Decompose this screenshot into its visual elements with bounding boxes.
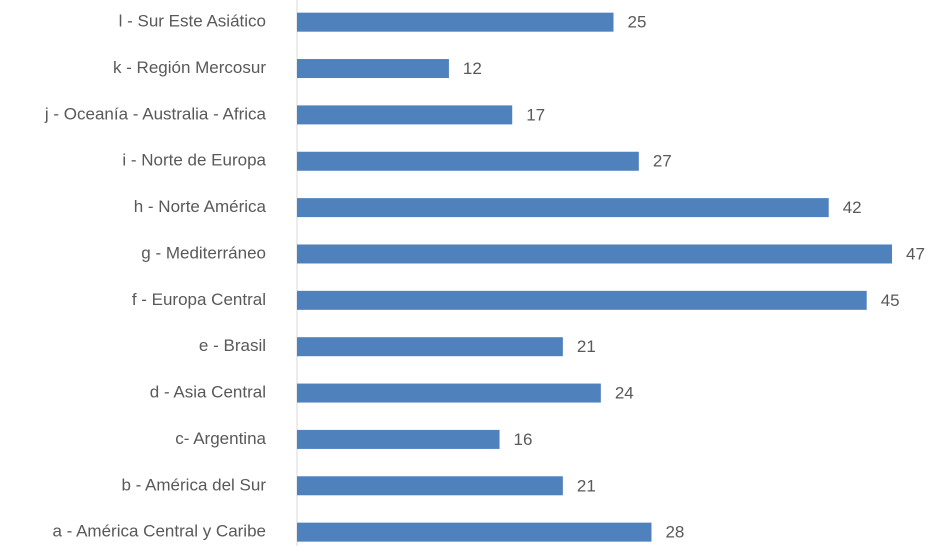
data-label: 21	[577, 476, 596, 495]
y-tick-label: b - América del Sur	[121, 475, 266, 494]
data-label: 17	[526, 105, 545, 124]
data-label: 12	[463, 59, 482, 78]
y-tick-label: d - Asia Central	[150, 383, 266, 402]
bar	[297, 198, 829, 218]
bar	[297, 244, 893, 264]
bar	[297, 59, 449, 79]
data-label: 45	[881, 291, 900, 310]
data-label: 24	[615, 384, 634, 403]
bar	[297, 383, 601, 403]
y-tick-label: e - Brasil	[199, 336, 266, 355]
bar	[297, 476, 563, 496]
y-tick-label: k - Región Mercosur	[113, 58, 266, 77]
bar	[297, 12, 614, 32]
y-tick-label: h - Norte América	[134, 197, 267, 216]
bar	[297, 429, 500, 449]
y-tick-label: f - Europa Central	[132, 290, 266, 309]
data-label: 42	[843, 198, 862, 217]
y-tick-label: i - Norte de Europa	[122, 151, 266, 170]
bar	[297, 290, 867, 310]
data-label: 28	[665, 523, 684, 542]
data-label: 47	[906, 244, 925, 263]
data-label: 16	[514, 430, 533, 449]
y-tick-label: a - América Central y Caribe	[52, 522, 266, 541]
y-tick-label: l - Sur Este Asiático	[119, 12, 266, 31]
bar	[297, 105, 513, 125]
data-label: 25	[628, 13, 647, 32]
y-tick-label: j - Oceanía - Australia - Africa	[44, 104, 267, 123]
data-label: 21	[577, 337, 596, 356]
y-tick-label: g - Mediterráneo	[141, 243, 266, 262]
y-tick-label: c- Argentina	[175, 429, 266, 448]
bar	[297, 522, 652, 542]
data-label: 27	[653, 152, 672, 171]
bar	[297, 151, 639, 171]
bar	[297, 337, 563, 357]
